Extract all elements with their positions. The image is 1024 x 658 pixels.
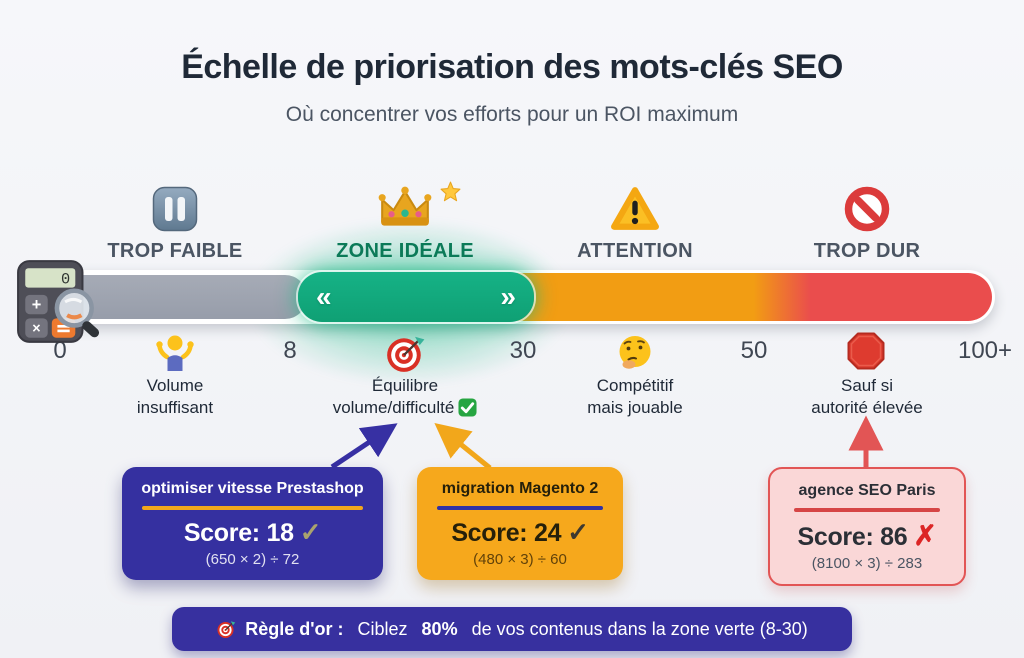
example-card-agence-seo: agence SEO Paris Score: 86 ✗ (8100 × 3) ÷… [768, 467, 966, 586]
pause-icon [65, 183, 285, 235]
cross-mark: ✗ [913, 520, 937, 551]
arrow-card2 [434, 422, 492, 470]
card-divider [794, 508, 940, 512]
golden-rule-banner: Règle d'or : Ciblez 80% de vos contenus … [172, 607, 852, 651]
no-entry-icon [757, 183, 977, 235]
star-icon [440, 181, 461, 207]
card-divider [437, 506, 603, 510]
zone-label-trop-faible: TROP FAIBLE [107, 240, 243, 262]
tick-8: 8 [283, 337, 297, 364]
chevron-right-icon: » [500, 281, 516, 312]
priority-scale-bar: « » [55, 270, 995, 324]
tick-100plus: 100+ [957, 337, 1013, 364]
calculator-magnifier-icon: 0 + × [14, 256, 108, 355]
example-card-magento: migration Magento 2 Score: 24 ✓ (480 × 3)… [417, 467, 623, 580]
annotation-equilibre: Équilibre volume/difficulté [295, 375, 515, 423]
chevron-left-icon: « [316, 281, 332, 312]
card-score: Score: 24 [451, 519, 562, 547]
check-square-icon [458, 398, 477, 421]
zone-label-zone-ideale: ZONE IDÉALE [336, 240, 474, 262]
warning-icon [525, 183, 745, 235]
thinking-face-icon [615, 332, 655, 377]
example-card-prestashop: optimiser vitesse Prestashop Score: 18 ✓ … [122, 467, 383, 580]
page-title: Échelle de priorisation des mots-clés SE… [181, 48, 843, 86]
zone-header-trop-dur: TROP DUR [757, 183, 977, 263]
tick-50: 50 [740, 337, 768, 364]
card-score: Score: 86 [797, 523, 908, 551]
check-mark: ✓ [299, 517, 322, 547]
card-keyword: optimiser vitesse Prestashop [141, 480, 364, 497]
card-divider [142, 506, 363, 510]
tick-30: 30 [509, 337, 537, 364]
page-subtitle: Où concentrer vos efforts pour un ROI ma… [285, 103, 739, 126]
crown-icon [377, 181, 461, 234]
shrug-icon [155, 332, 195, 377]
segment-zone-ideale: « » [298, 272, 534, 322]
card-formula: (8100 × 3) ÷ 283 [811, 555, 923, 572]
golden-rule-label: Règle d'or : [245, 618, 344, 639]
annotation-competitif: Compétitif mais jouable [587, 376, 683, 417]
golden-rule-percentage: 80% [421, 618, 458, 639]
target-dart-icon [384, 332, 426, 379]
card-formula: (650 × 2) ÷ 72 [205, 551, 300, 568]
svg-text:0: 0 [61, 271, 70, 289]
annotation-volume-insuffisant: Volume insuffisant [136, 376, 214, 417]
annotation-sauf-si-autorite: Sauf si autorité élevée [811, 376, 923, 417]
zone-label-trop-dur: TROP DUR [813, 240, 921, 262]
card-keyword: migration Magento 2 [441, 480, 599, 497]
zone-header-trop-faible: TROP FAIBLE [65, 183, 285, 263]
stop-sign-icon [847, 332, 885, 375]
zone-header-zone-ideale: ZONE IDÉALE [295, 181, 515, 263]
segment-attention-trop-dur [515, 273, 992, 321]
svg-text:+: + [32, 296, 42, 314]
card-keyword: agence SEO Paris [798, 482, 936, 499]
zone-header-attention: ATTENTION [525, 183, 745, 263]
card-formula: (480 × 3) ÷ 60 [473, 551, 567, 568]
target-dart-icon [216, 619, 236, 639]
zone-label-attention: ATTENTION [577, 240, 693, 262]
card-score: Score: 18 [183, 519, 294, 547]
arrow-card1 [330, 423, 398, 470]
segment-trop-faible [60, 275, 307, 319]
check-mark: ✓ [567, 517, 589, 547]
svg-text:×: × [32, 321, 40, 337]
tick-0: 0 [53, 337, 67, 364]
